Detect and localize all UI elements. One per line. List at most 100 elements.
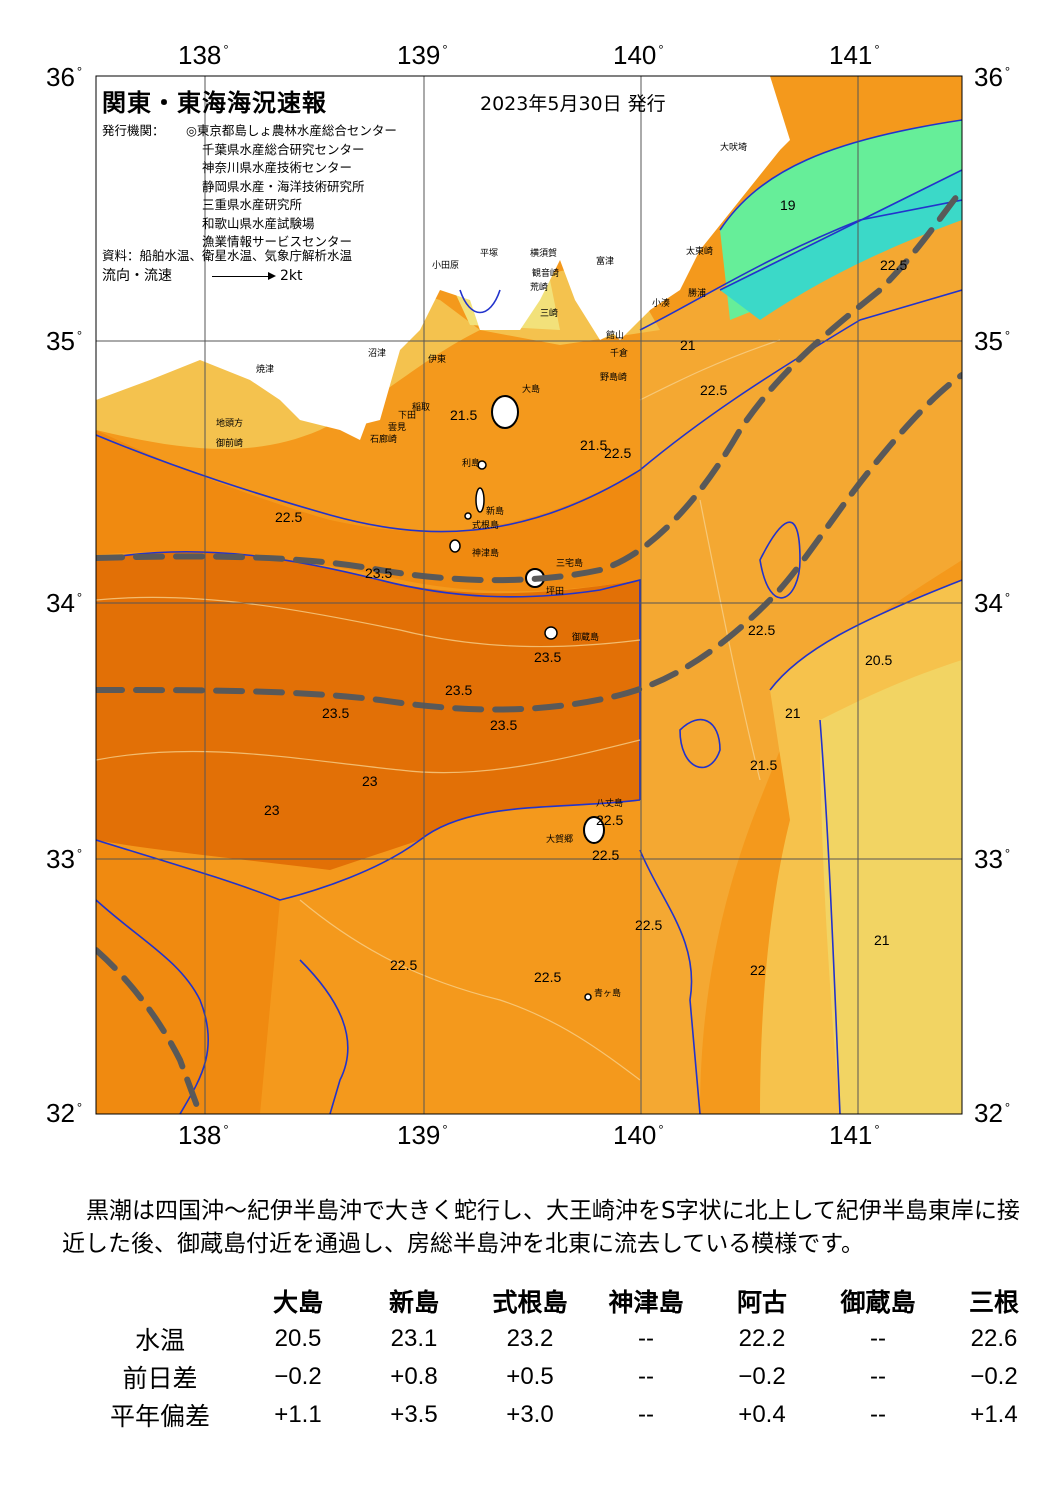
sub-contour-lines	[96, 339, 781, 1081]
cold-water-cyan	[720, 170, 962, 320]
contour-value-labels: 19 22.5 21 22.5 21.5 21.5 22.5 22.5 23.5…	[264, 197, 907, 985]
station-header: 式根島	[492, 1288, 568, 1317]
table-cell: --	[870, 1401, 886, 1428]
contour-label: 22	[750, 962, 766, 978]
contour-label: 22.5	[390, 957, 417, 973]
svg-text:沼津: 沼津	[368, 348, 386, 359]
svg-text:小湊: 小湊	[652, 297, 670, 309]
contour-label: 23	[264, 802, 280, 818]
map-frame	[95, 75, 963, 1115]
lon-label-top: 140 °	[613, 40, 664, 70]
contour-label: 23.5	[322, 705, 349, 721]
water-21	[820, 660, 962, 1114]
svg-text:大賀郷: 大賀郷	[546, 833, 573, 845]
contour-label: 22.5	[534, 969, 561, 985]
svg-text:青ヶ島: 青ヶ島	[594, 987, 621, 999]
lon-label-bottom: 140 °	[613, 1120, 664, 1150]
island-oshima	[491, 395, 519, 429]
contour-label: 22.5	[275, 509, 302, 525]
svg-text:地頭方: 地頭方	[216, 417, 243, 429]
water-22	[640, 200, 962, 1114]
contour-label: 22.5	[748, 622, 775, 638]
station-header: 神津島	[608, 1288, 684, 1317]
table-cell: +0.5	[506, 1363, 554, 1390]
table-cell: --	[638, 1363, 654, 1390]
lat-label-right: 33 °	[974, 844, 1011, 874]
table-cell: 23.2	[506, 1325, 554, 1352]
station-header: 大島	[272, 1288, 323, 1317]
lat-label-left: 34 °	[46, 588, 83, 618]
svg-text:石廊崎: 石廊崎	[370, 433, 397, 445]
contour-label: 23.5	[490, 717, 517, 733]
svg-text:八丈島: 八丈島	[596, 797, 623, 809]
svg-text:小田原: 小田原	[432, 260, 459, 271]
contour-label: 21	[680, 337, 696, 353]
publisher-name: 千葉県水産総合研究センター	[202, 141, 365, 157]
contour-label: 21.5	[450, 407, 477, 423]
lon-label-bottom: 139 °	[397, 1120, 448, 1150]
contour-label: 23.5	[445, 682, 472, 698]
water-23-north	[96, 430, 640, 592]
sea-temperature-map: 19 22.5 21 22.5 21.5 21.5 22.5 22.5 23.5…	[46, 40, 1011, 1150]
publisher-list: 発行機関： ◎東京都島しょ農林水産総合センター 千葉県水産総合研究センター 神奈川…	[102, 122, 397, 252]
svg-text:御前崎: 御前崎	[216, 437, 243, 449]
svg-text:焼津: 焼津	[256, 364, 274, 375]
contour-label: 21	[874, 932, 890, 948]
table-cell: +1.1	[274, 1401, 322, 1428]
island-mikurajima	[544, 626, 558, 640]
publisher-name: 静岡県水産・海洋技術研究所	[202, 178, 365, 194]
lon-label-top: 139 °	[397, 40, 448, 70]
island-niijima	[475, 487, 485, 513]
description-text: 黒潮は四国沖～紀伊半島沖で大きく蛇行し、大王崎沖をS字状に北上して紀伊半島東岸に…	[62, 1198, 1020, 1257]
svg-text:新島: 新島	[486, 505, 504, 517]
lon-label-bottom: 138 °	[178, 1120, 229, 1150]
lat-label-left: 35 °	[46, 326, 83, 356]
flow-legend: 流向・流速 2kt	[102, 265, 303, 285]
table-cell: +3.5	[390, 1401, 438, 1428]
issue-date: 2023年5月30日 発行	[480, 93, 666, 115]
svg-text:勝浦: 勝浦	[688, 287, 706, 299]
svg-text:伊東: 伊東	[428, 353, 446, 365]
svg-text:千倉: 千倉	[610, 347, 628, 359]
map-title: 関東・東海海況速報	[102, 89, 327, 117]
contour-label: 22.5	[592, 847, 619, 863]
table-cell: 20.5	[274, 1325, 322, 1352]
publisher-name: 漁業情報サービスセンター	[202, 234, 353, 249]
svg-text:大吠埼: 大吠埼	[720, 141, 747, 153]
table-row: 平年偏差 +1.1 +3.5 +3.0 -- +0.4 -- +1.4	[80, 1396, 1052, 1434]
contour-label: 23.5	[365, 565, 392, 581]
svg-text:三崎: 三崎	[540, 307, 558, 319]
table-cell: +0.4	[738, 1401, 786, 1428]
svg-text:横須賀: 横須賀	[530, 247, 557, 259]
table-cell: --	[638, 1325, 654, 1352]
table-cell: 22.6	[970, 1325, 1018, 1352]
water-23-5	[96, 551, 640, 870]
lat-label-left: 36 °	[46, 62, 83, 92]
lat-label-right: 36 °	[974, 62, 1011, 92]
table-cell: --	[870, 1325, 886, 1352]
publisher-name: 和歌山県水産試験場	[202, 215, 315, 231]
water-23-south	[96, 840, 280, 1114]
contour-label: 22.5	[635, 917, 662, 933]
table-row: 前日差 −0.2 +0.8 +0.5 -- −0.2 -- −0.2	[80, 1358, 1052, 1396]
data-source: 資料：船舶水温、衛星水温、気象庁解析水温	[102, 248, 353, 263]
station-header: 御蔵島	[840, 1288, 916, 1317]
lon-label-top: 141 °	[829, 40, 880, 70]
contour-label: 19	[780, 197, 796, 213]
svg-text:坪田: 坪田	[546, 586, 564, 597]
kuroshio-axis	[96, 187, 962, 1114]
svg-text:館山: 館山	[606, 329, 624, 341]
row-label: 前日差	[122, 1364, 198, 1393]
table-row: 水温 20.5 23.1 23.2 -- 22.2 -- 22.6	[80, 1320, 1052, 1358]
flow-label: 流向・流速	[102, 268, 172, 284]
place-name-labels: 大吠埼 太東崎 勝浦 小湊 館山 千倉 野島崎 富津 横須賀 観音崎 荒崎 三崎…	[216, 141, 747, 999]
table-cell: −0.2	[274, 1363, 322, 1390]
svg-text:神津島: 神津島	[472, 547, 499, 559]
contour-label: 23	[362, 773, 378, 789]
lat-label-right: 32 °	[974, 1098, 1011, 1128]
contour-label: 21	[785, 705, 801, 721]
svg-text:平塚: 平塚	[480, 248, 498, 259]
svg-text:下田: 下田	[398, 410, 416, 421]
table-cell: −0.2	[970, 1363, 1018, 1390]
lat-label-left: 33 °	[46, 844, 83, 874]
